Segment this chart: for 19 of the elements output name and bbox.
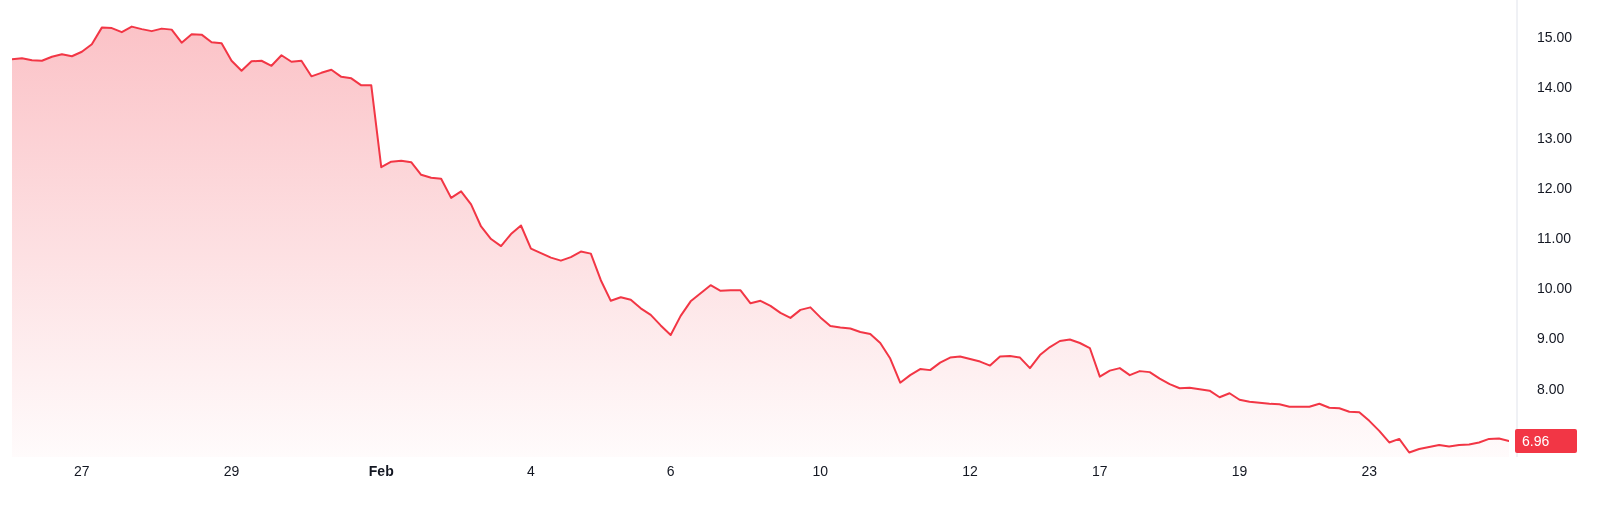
x-tick-label: 6	[666, 463, 675, 479]
x-tick-label: 23	[1361, 463, 1378, 479]
x-tick-label: 12	[962, 463, 979, 479]
y-tick-label: 11.00	[1537, 230, 1572, 247]
x-tick-label: 4	[527, 463, 536, 479]
y-tick-label: 10.00	[1537, 280, 1573, 297]
y-tick-label: 15.00	[1537, 29, 1573, 46]
x-tick-label: 10	[812, 463, 829, 479]
y-tick-label: 8.00	[1537, 380, 1565, 397]
y-tick-label: 12.00	[1537, 179, 1573, 196]
y-tick-label: 13.00	[1537, 129, 1573, 146]
x-tick-label: 17	[1092, 463, 1108, 479]
x-tick-label: Feb	[368, 463, 394, 479]
x-tick-label: 27	[74, 463, 90, 479]
x-tick-label: 19	[1231, 463, 1248, 479]
x-tick-label: 29	[223, 463, 240, 479]
data-label: 6.96	[1522, 432, 1550, 449]
y-tick-label: 9.00	[1537, 330, 1565, 347]
y-tick-label: 14.00	[1537, 79, 1573, 96]
